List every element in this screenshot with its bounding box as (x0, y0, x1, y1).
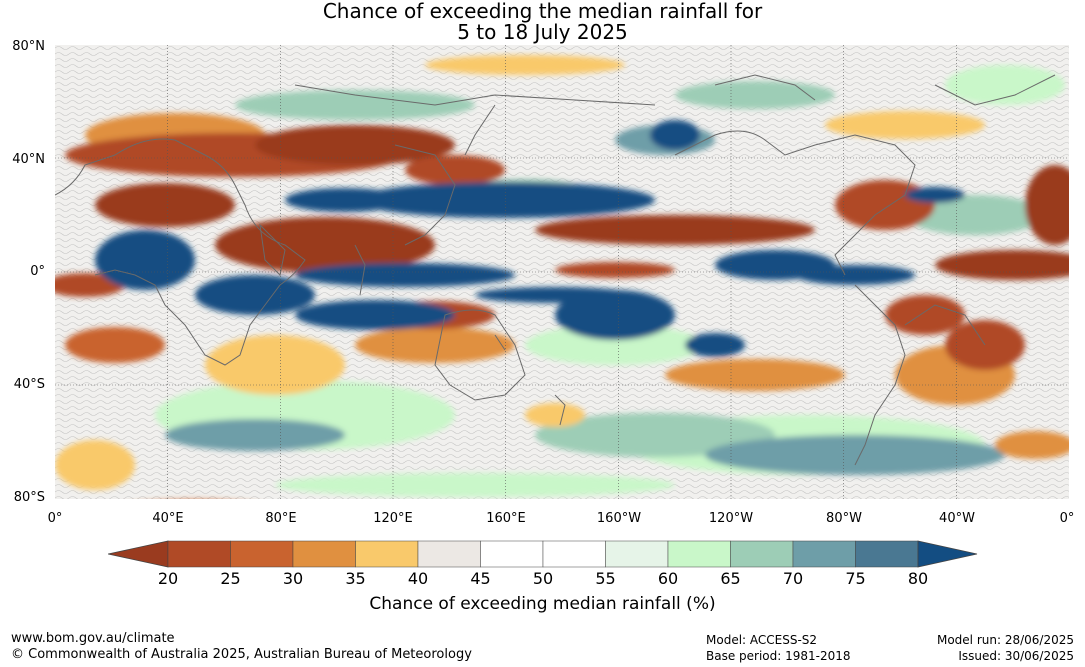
footer-website: www.bom.gov.au/climate (11, 631, 175, 646)
map-canvas (55, 45, 1069, 499)
colorbar-seg-70-75 (792, 540, 856, 568)
colorbar-seg-35-40 (355, 540, 419, 568)
footer-base-period: Base period: 1981-2018 (706, 649, 851, 663)
lon-label-40w: 40°W (939, 511, 975, 526)
colorbar-low-arrow (108, 540, 169, 568)
colorbar-tick-20: 20 (157, 569, 179, 588)
lon-label-160w: 160°W (596, 511, 642, 526)
colorbar-tick-60: 60 (657, 569, 679, 588)
colorbar-tick-65: 65 (720, 569, 741, 588)
footer-model: Model: ACCESS-S2 (706, 633, 818, 647)
footer-model-run: Model run: 28/06/2025 (936, 633, 1074, 647)
lon-label-0-left: 0° (47, 511, 63, 526)
colorbar-tick-75: 75 (845, 569, 866, 588)
lat-label-80n: 80°N (12, 39, 45, 54)
map-title-line1: Chance of exceeding the median rainfall … (322, 0, 763, 23)
footer-dates: Model run: 28/06/2025 Issued: 30/06/2025 (937, 632, 1074, 664)
lon-label-40e: 40°E (152, 511, 184, 526)
lat-label-40n: 40°N (12, 152, 45, 167)
colorbar-tick-40: 40 (407, 569, 429, 588)
colorbar-tick-50: 50 (532, 569, 554, 588)
colorbar (108, 540, 978, 568)
footer-issued: Issued: 30/06/2025 (958, 649, 1074, 663)
colorbar-tick-30: 30 (282, 569, 304, 588)
colorbar-title: Chance of exceeding median rainfall (%) (369, 594, 716, 614)
probability-field (55, 55, 1069, 497)
footer-model-info: Model: ACCESS-S2 Base period: 1981-2018 (706, 632, 851, 664)
lat-label-40s: 40°S (13, 377, 45, 392)
colorbar-tick-45: 45 (470, 569, 491, 588)
colorbar-tick-25: 25 (220, 569, 241, 588)
lon-label-120w: 120°W (708, 511, 754, 526)
footer-copyright: © Commonwealth of Australia 2025, Austra… (11, 647, 472, 662)
colorbar-seg-40-45 (417, 540, 481, 568)
lon-label-160e: 160°E (486, 511, 526, 526)
colorbar-seg-65-70 (730, 540, 794, 568)
colorbar-seg-60-65 (667, 540, 731, 568)
colorbar-seg-45-50 (480, 540, 544, 568)
lat-label-80s: 80°S (13, 490, 45, 505)
lon-label-0-right: 0° (1059, 511, 1075, 526)
colorbar-seg-55-60 (605, 540, 669, 568)
lon-label-80e: 80°E (265, 511, 297, 526)
colorbar-seg-50-55 (542, 540, 606, 568)
colorbar-seg-75-80 (855, 540, 919, 568)
colorbar-seg-30-35 (292, 540, 356, 568)
lat-label-equator: 0° (30, 264, 45, 279)
colorbar-seg-20-25 (167, 540, 231, 568)
map-title-line2: 5 to 18 July 2025 (457, 20, 628, 44)
colorbar-tick-55: 55 (595, 569, 616, 588)
colorbar-seg-25-30 (230, 540, 294, 568)
lon-label-120e: 120°E (373, 511, 413, 526)
footer-left: www.bom.gov.au/climate © Commonwealth of… (11, 631, 472, 663)
rainfall-probability-map (55, 45, 1069, 499)
colorbar-high-arrow (917, 540, 978, 568)
colorbar-tick-80: 80 (907, 569, 929, 588)
colorbar-tick-70: 70 (782, 569, 804, 588)
colorbar-tick-35: 35 (345, 569, 366, 588)
lon-label-80w: 80°W (826, 511, 862, 526)
graticule (55, 45, 1069, 499)
